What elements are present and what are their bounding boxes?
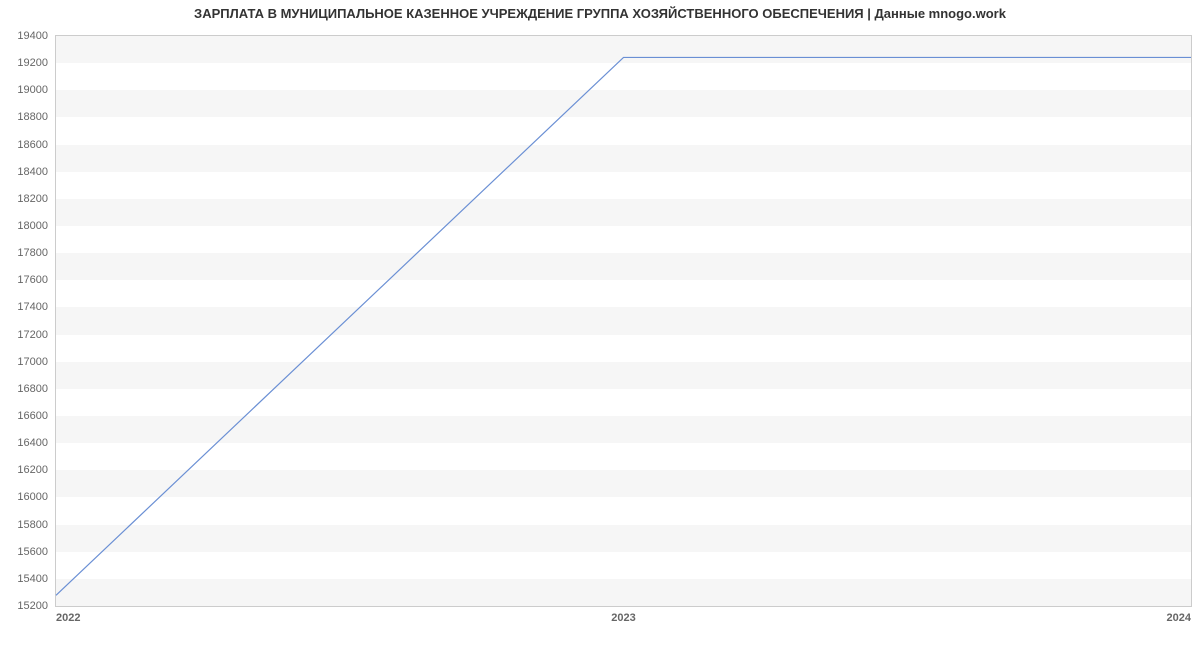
y-tick-label: 18600 xyxy=(17,139,48,151)
y-tick-label: 18000 xyxy=(17,220,48,232)
y-tick-label: 17800 xyxy=(17,247,48,259)
y-tick-label: 16400 xyxy=(17,437,48,449)
y-tick-label: 15200 xyxy=(17,600,48,612)
chart-title: ЗАРПЛАТА В МУНИЦИПАЛЬНОЕ КАЗЕННОЕ УЧРЕЖД… xyxy=(0,6,1200,21)
y-tick-label: 15800 xyxy=(17,519,48,531)
y-tick-label: 16600 xyxy=(17,410,48,422)
y-tick-label: 18800 xyxy=(17,111,48,123)
series-line xyxy=(56,57,1191,595)
y-tick-label: 17200 xyxy=(17,329,48,341)
y-tick-label: 16200 xyxy=(17,464,48,476)
y-tick-label: 19400 xyxy=(17,30,48,42)
plot-area: 1520015400156001580016000162001640016600… xyxy=(55,35,1192,607)
y-tick-label: 17000 xyxy=(17,356,48,368)
y-tick-label: 18400 xyxy=(17,166,48,178)
y-tick-label: 17400 xyxy=(17,301,48,313)
salary-line-chart: ЗАРПЛАТА В МУНИЦИПАЛЬНОЕ КАЗЕННОЕ УЧРЕЖД… xyxy=(0,0,1200,650)
line-layer xyxy=(56,36,1191,606)
y-tick-label: 17600 xyxy=(17,274,48,286)
x-tick-label: 2024 xyxy=(1167,612,1191,624)
y-tick-label: 16800 xyxy=(17,383,48,395)
x-tick-label: 2023 xyxy=(611,612,635,624)
y-tick-label: 15600 xyxy=(17,546,48,558)
y-tick-label: 19200 xyxy=(17,57,48,69)
y-tick-label: 16000 xyxy=(17,491,48,503)
y-tick-label: 18200 xyxy=(17,193,48,205)
x-tick-label: 2022 xyxy=(56,612,80,624)
y-tick-label: 15400 xyxy=(17,573,48,585)
y-tick-label: 19000 xyxy=(17,84,48,96)
